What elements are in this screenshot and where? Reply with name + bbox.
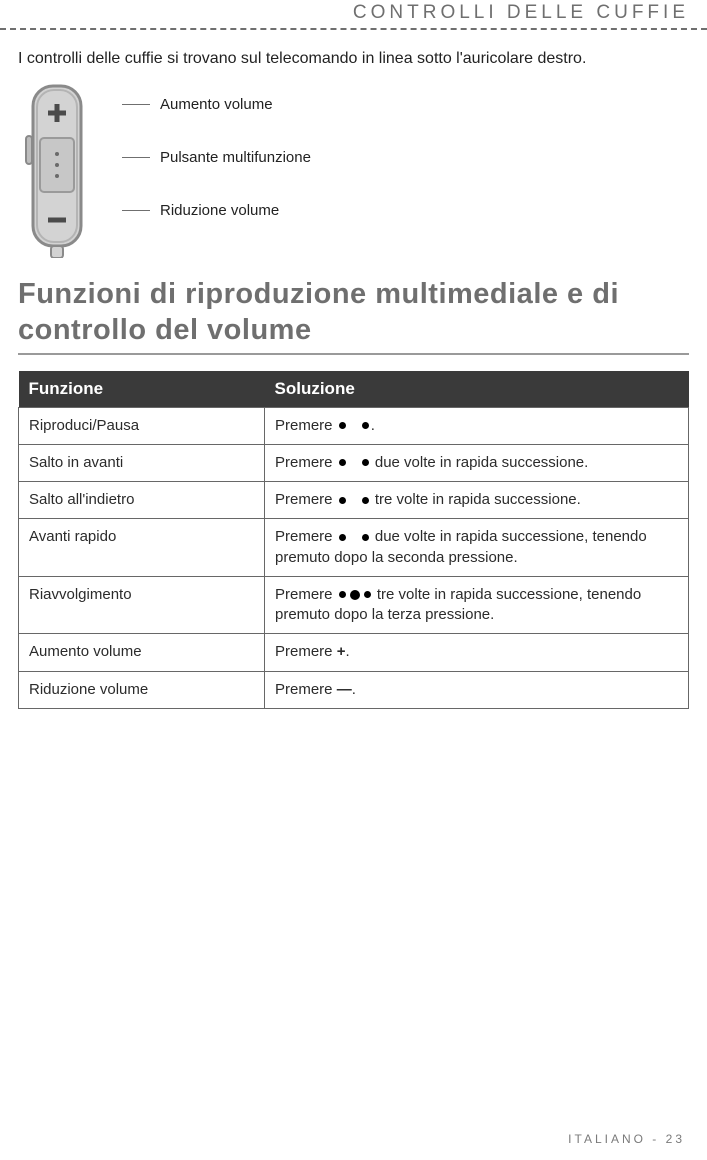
dot-icon [339, 459, 346, 466]
label-volume-down: Riduzione volume [122, 202, 311, 219]
table-row: Salto in avantiPremere due volte in rapi… [19, 444, 689, 481]
cell-solution: Premere due volte in rapida successione. [265, 444, 689, 481]
cell-function: Riproduci/Pausa [19, 407, 265, 444]
table-row: Salto all'indietroPremere tre volte in r… [19, 482, 689, 519]
dot-icon [362, 459, 369, 466]
footer-page: 23 [666, 1132, 685, 1146]
cell-solution: Premere tre volte in rapida successione. [265, 482, 689, 519]
label-multi: Pulsante multifunzione [122, 149, 311, 166]
cell-solution: Premere tre volte in rapida successione,… [265, 576, 689, 634]
minus-icon: — [337, 681, 352, 698]
sol-prefix: Premere [275, 454, 337, 471]
sol-suffix: due volte in rapida successione. [371, 454, 589, 471]
dot-icon [339, 534, 346, 541]
sol-prefix: Premere [275, 528, 337, 545]
label-volume-up-text: Aumento volume [160, 96, 273, 113]
dot-icon [362, 497, 369, 504]
sol-prefix: Premere [275, 586, 337, 603]
cell-solution: Premere —. [265, 671, 689, 708]
label-multi-text: Pulsante multifunzione [160, 149, 311, 166]
footer-sep: - [646, 1132, 666, 1146]
table-row: Riproduci/PausaPremere . [19, 407, 689, 444]
table-row: Riduzione volumePremere —. [19, 671, 689, 708]
leader-line-icon [122, 210, 150, 211]
dot-icon [339, 591, 346, 598]
cell-function: Avanti rapido [19, 519, 265, 577]
dot-icon [339, 422, 346, 429]
cell-function: Salto in avanti [19, 444, 265, 481]
table-row: Aumento volumePremere +. [19, 634, 689, 671]
cell-solution: Premere +. [265, 634, 689, 671]
sol-suffix: . [371, 417, 375, 434]
cell-function: Salto all'indietro [19, 482, 265, 519]
diagram-labels: Aumento volume Pulsante multifunzione Ri… [122, 80, 311, 219]
running-header: CONTROLLI DELLE CUFFIE [18, 0, 689, 28]
page-footer: ITALIANO - 23 [568, 1132, 685, 1146]
inline-remote-icon [18, 80, 96, 258]
leader-line-icon [122, 104, 150, 105]
dot-icon [339, 497, 346, 504]
dot-icon [364, 591, 371, 598]
functions-table: Funzione Soluzione Riproduci/PausaPremer… [18, 371, 689, 709]
sol-suffix: tre volte in rapida successione. [371, 491, 581, 508]
cell-function: Aumento volume [19, 634, 265, 671]
section-title: Funzioni di riproduzione multimediale e … [18, 276, 689, 355]
sol-suffix: . [345, 643, 349, 660]
header-dash-rule [0, 28, 707, 30]
dot-icon [362, 422, 369, 429]
sol-prefix: Premere [275, 643, 337, 660]
intro-text: I controlli delle cuffie si trovano sul … [18, 50, 689, 68]
cell-solution: Premere . [265, 407, 689, 444]
table-row: Avanti rapidoPremere due volte in rapida… [19, 519, 689, 577]
col-header-solution: Soluzione [265, 371, 689, 408]
sol-prefix: Premere [275, 681, 337, 698]
dot-icon [362, 534, 369, 541]
leader-line-icon [122, 157, 150, 158]
col-header-function: Funzione [19, 371, 265, 408]
bigdot-icon [350, 590, 360, 600]
remote-diagram: Aumento volume Pulsante multifunzione Ri… [18, 80, 689, 258]
sol-prefix: Premere [275, 417, 337, 434]
cell-solution: Premere due volte in rapida successione,… [265, 519, 689, 577]
cell-function: Riduzione volume [19, 671, 265, 708]
table-row: RiavvolgimentoPremere tre volte in rapid… [19, 576, 689, 634]
label-volume-down-text: Riduzione volume [160, 202, 279, 219]
sol-suffix: . [352, 681, 356, 698]
sol-prefix: Premere [275, 491, 337, 508]
cell-function: Riavvolgimento [19, 576, 265, 634]
footer-lang: ITALIANO [568, 1132, 646, 1146]
label-volume-up: Aumento volume [122, 96, 311, 113]
